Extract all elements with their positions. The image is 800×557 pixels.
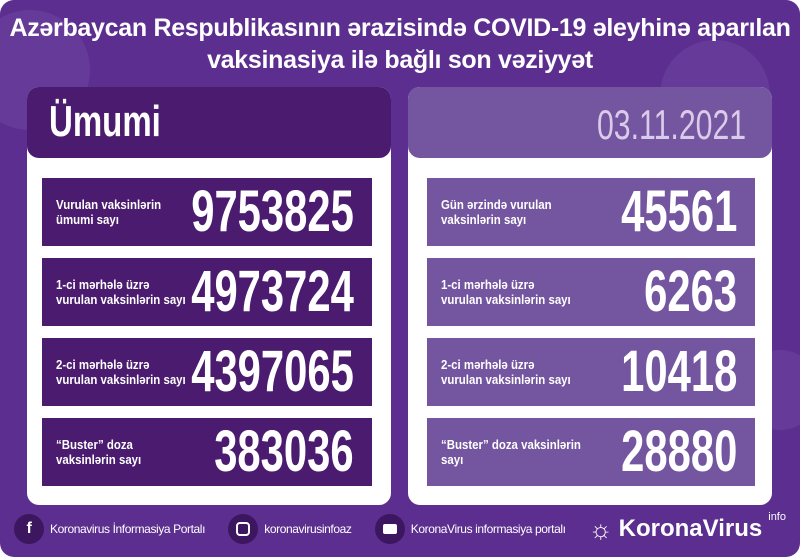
facebook-link[interactable]: f Koronavirus İnformasiya Portalı — [14, 514, 205, 544]
date: 03.11.2021 — [596, 101, 746, 148]
total-row: 2-ci mərhələ üzrə vurulan vaksinlərin sa… — [42, 338, 372, 406]
daily-row: “Buster” doza vaksinlərin sayı 28880 — [427, 418, 755, 486]
title-line-1: Azərbaycan Respublikasının ərazisində CO… — [9, 14, 791, 42]
row-label: 2-ci mərhələ üzrə vurulan vaksinlərin sa… — [441, 357, 571, 387]
row-label: 1-ci mərhələ üzrə vurulan vaksinlərin sa… — [56, 277, 186, 307]
youtube-icon — [374, 514, 405, 544]
logo-sup: info — [768, 511, 786, 523]
total-row: “Buster” doza vaksinlərin sayı 383036 — [42, 418, 372, 486]
instagram-label: koronavirusinfoaz — [264, 522, 352, 536]
total-row: 1-ci mərhələ üzrə vurulan vaksinlərin sa… — [42, 258, 372, 326]
youtube-label: KoronaVirus informasiya portalı — [410, 522, 566, 536]
daily-header: 03.11.2021 — [408, 87, 772, 158]
total-header: Ümumi — [27, 87, 391, 158]
row-value: 9753825 — [191, 179, 354, 244]
row-label: 1-ci mərhələ üzrə vurulan vaksinlərin sa… — [441, 277, 571, 307]
logo-text: KoronaVirus — [618, 515, 763, 542]
row-label: Gün ərzində vurulan vaksinlərin sayı — [441, 197, 552, 227]
row-value: 45561 — [620, 179, 737, 244]
daily-row: 1-ci mərhələ üzrə vurulan vaksinlərin sa… — [427, 258, 755, 326]
footer: f Koronavirus İnformasiya Portalı koronav… — [14, 511, 786, 545]
facebook-icon: f — [14, 514, 44, 544]
row-label: “Buster” doza vaksinlərin sayı — [56, 437, 142, 467]
row-label: “Buster” doza vaksinlərin sayı — [441, 437, 581, 467]
row-value: 28880 — [620, 419, 737, 484]
total-row: Vurulan vaksinlərin ümumi sayı 9753825 — [42, 178, 372, 246]
row-value: 383036 — [214, 419, 354, 484]
row-label: Vurulan vaksinlərin ümumi sayı — [56, 197, 162, 227]
daily-row: Gün ərzində vurulan vaksinlərin sayı 4556… — [427, 178, 755, 246]
daily-row: 2-ci mərhələ üzrə vurulan vaksinlərin sa… — [427, 338, 755, 406]
title-line-2: vaksinasiya ilə bağlı son vəziyyət — [207, 46, 593, 74]
sun-virus-logo-icon: ☼ — [588, 513, 613, 544]
instagram-icon — [228, 514, 259, 544]
row-value: 4973724 — [191, 259, 354, 324]
facebook-label: Koronavirus İnformasiya Portalı — [50, 522, 206, 536]
total-heading: Ümumi — [49, 97, 161, 146]
row-value: 6263 — [644, 259, 737, 324]
koronavirus-logo: ☼ KoronaVirus info — [588, 511, 786, 545]
row-value: 10418 — [620, 339, 737, 404]
row-value: 4397065 — [191, 339, 354, 404]
row-label: 2-ci mərhələ üzrə vurulan vaksinlərin sa… — [56, 357, 186, 387]
instagram-link[interactable]: koronavirusinfoaz — [228, 514, 352, 544]
youtube-link[interactable]: KoronaVirus informasiya portalı — [374, 514, 566, 544]
